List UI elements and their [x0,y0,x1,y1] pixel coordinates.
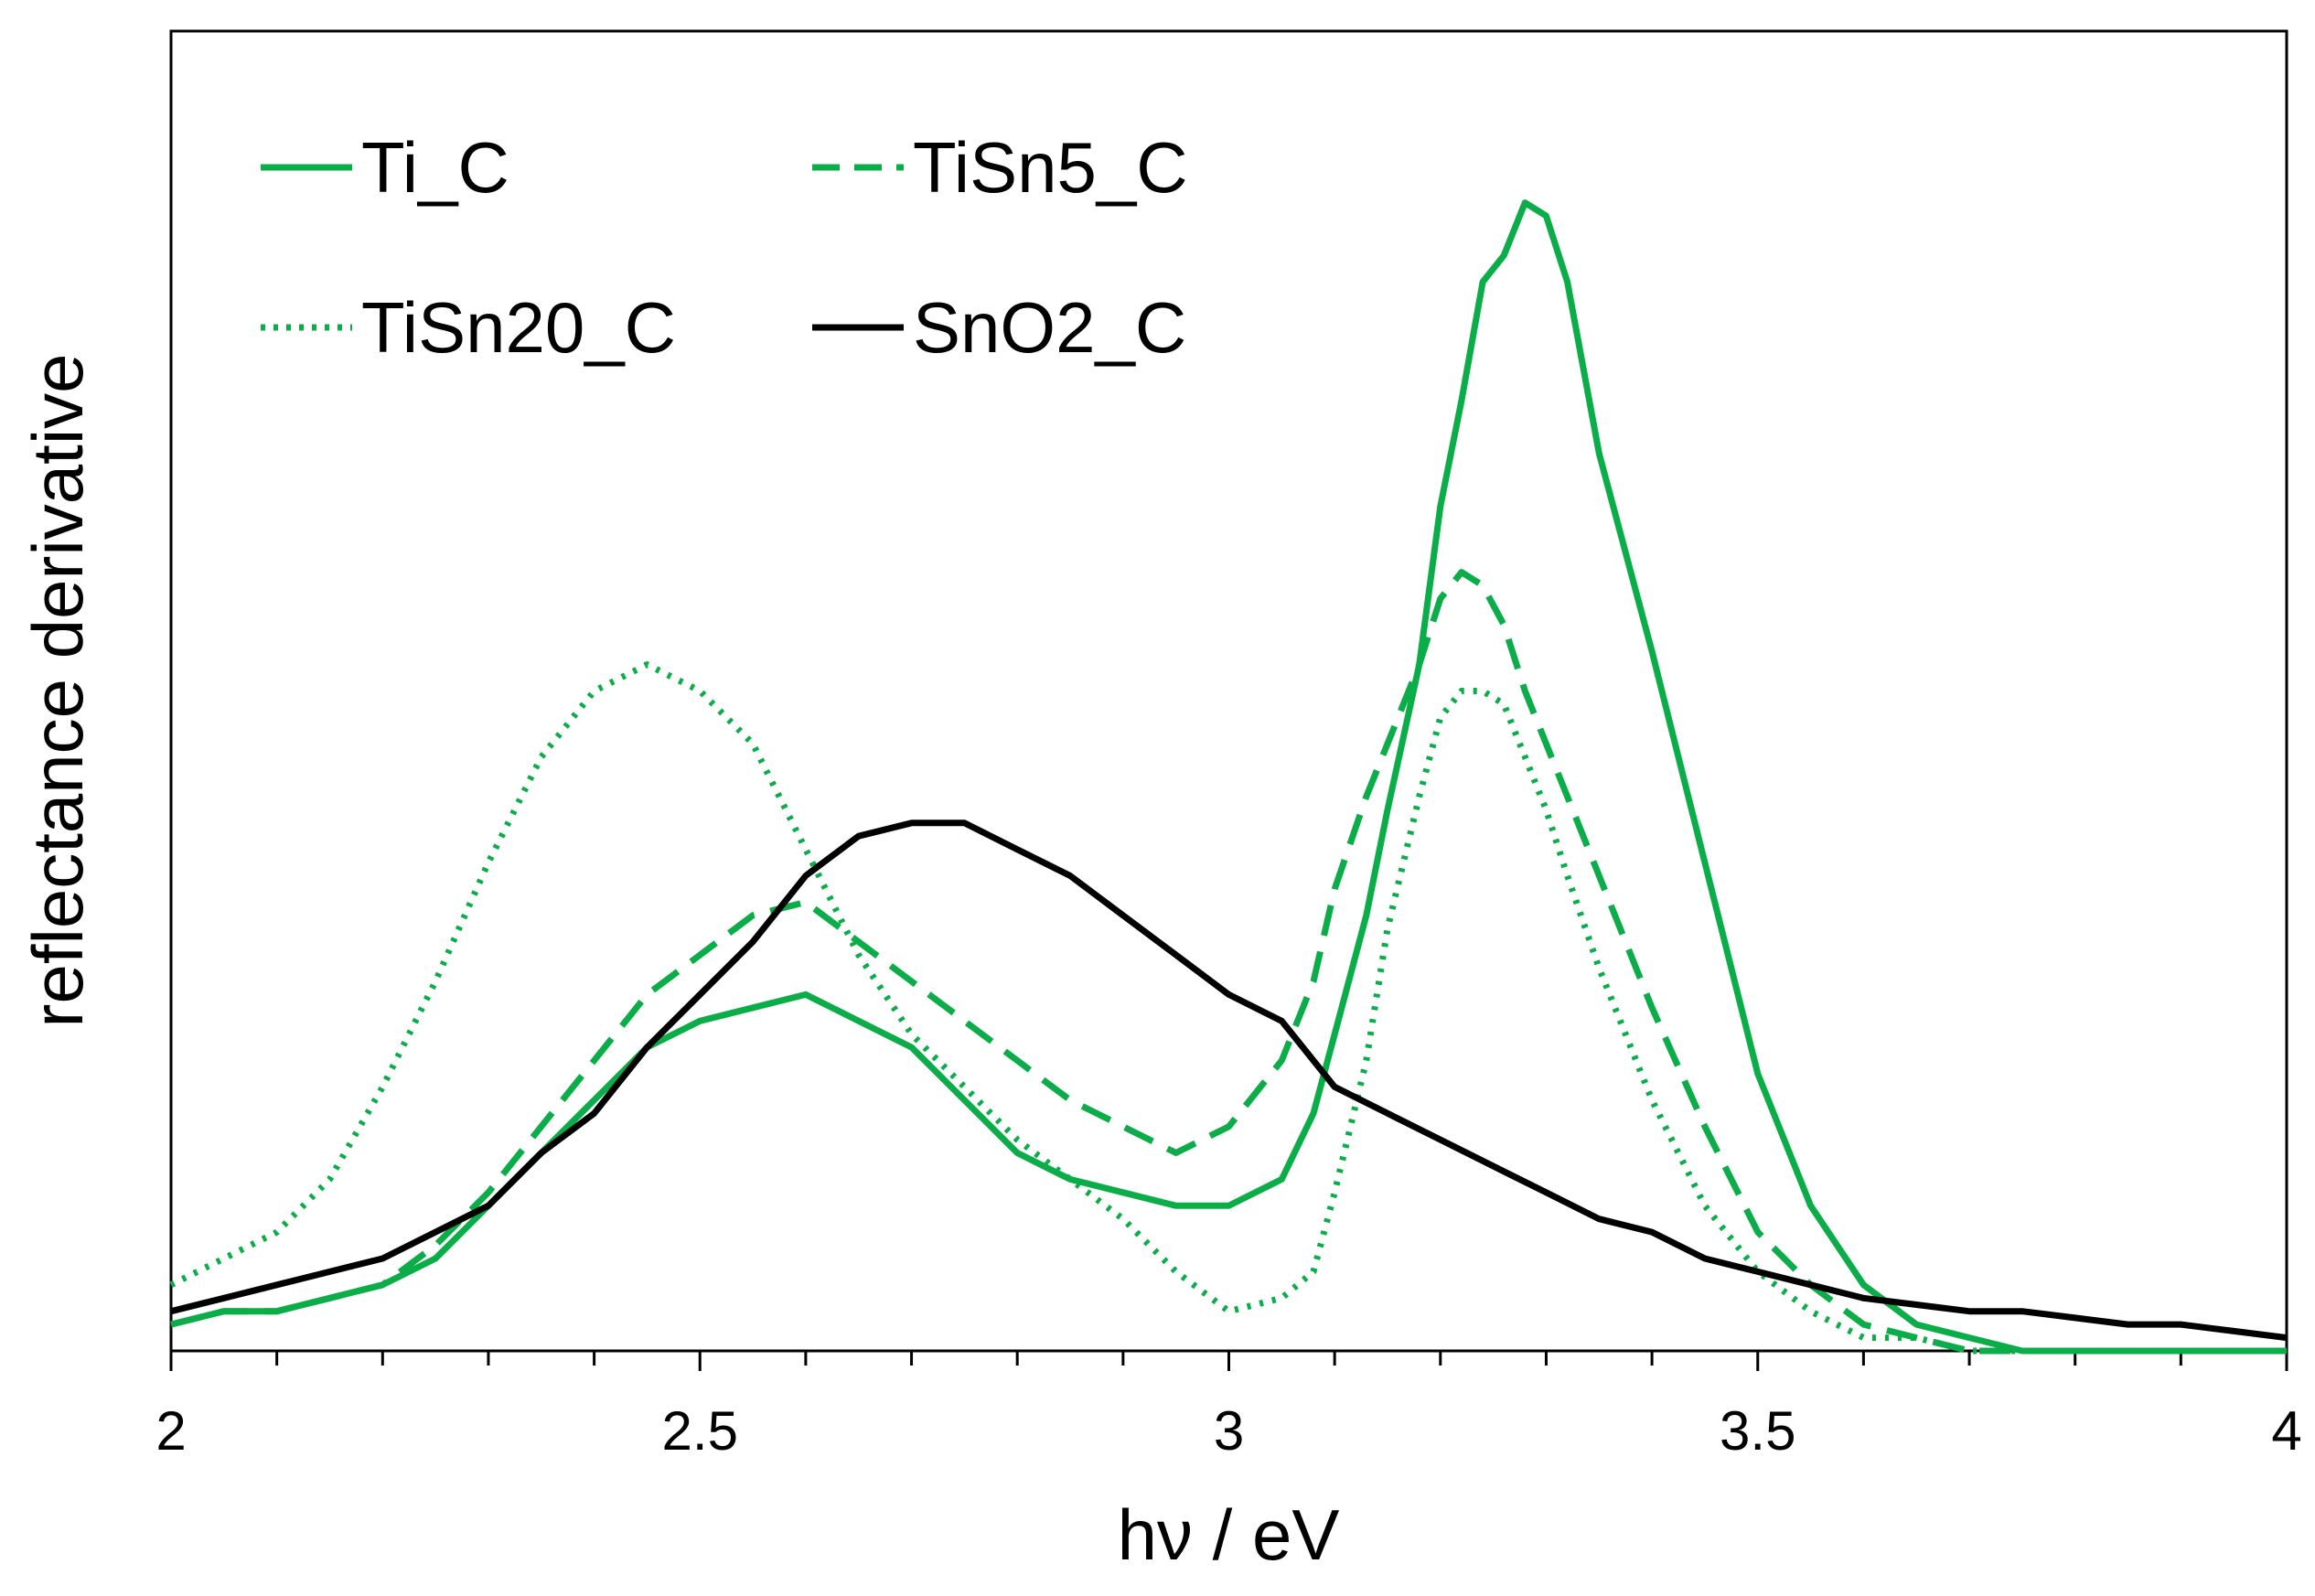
x-tick-label: 2 [155,1400,186,1462]
series-line-tisn5-c [170,569,2287,1355]
legend-label-sno2-c: SnO2_C [913,287,1186,368]
legend-label-ti-c: Ti_C [361,127,509,208]
x-tick-label: 2.5 [662,1400,738,1462]
x-tick-label: 3.5 [1720,1400,1795,1462]
legend: Ti_C TiSn5_C TiSn20_C SnO2_C [261,127,1188,368]
y-axis-label: reflectance derivative [17,353,98,1027]
x-axis-label: hν / eV [1118,1494,1340,1575]
x-axis-ticks: 2 2.5 3 3.5 4 [155,1351,2302,1462]
series-line-ti-c [170,199,2287,1355]
plot-frame [169,29,2288,1353]
series-line-tisn20-c [169,661,2287,1355]
legend-label-tisn5-c: TiSn5_C [913,127,1188,208]
legend-label-tisn20-c: TiSn20_C [361,287,676,368]
x-tick-label: 3 [1214,1400,1244,1462]
x-tick-label: 4 [2271,1400,2301,1462]
series-layer [169,199,2288,1355]
series-line-sno2-c [170,819,2288,1342]
